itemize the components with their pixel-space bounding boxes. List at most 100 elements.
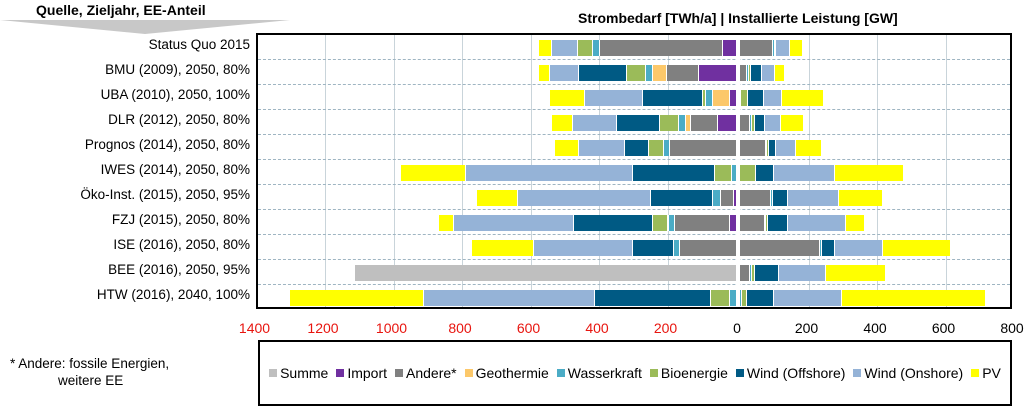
bar-segment-strombedarf-geothermie <box>652 65 666 81</box>
bar-segment-leistung-andere- <box>740 190 771 206</box>
bar-segment-leistung-andere- <box>740 40 774 56</box>
x-tick-left: 200 <box>653 320 678 336</box>
x-tick-left: 1400 <box>238 320 271 336</box>
legend-swatch-icon <box>336 369 345 377</box>
bar-segment-leistung-bioenergie <box>748 65 751 81</box>
bar-segment-strombedarf-andere- <box>719 190 734 206</box>
bar-segment-leistung-wind-offshore- <box>768 215 788 231</box>
bar-segment-leistung-wind-onshore- <box>778 265 826 281</box>
row-separator <box>258 109 1010 110</box>
bar-segment-strombedarf-wasserkraft <box>667 215 675 231</box>
bar-segment-leistung-wasserkraft <box>750 115 752 131</box>
x-tick-right: 800 <box>1000 320 1024 336</box>
legend-item: Summe <box>269 365 328 381</box>
bar-segment-strombedarf-import <box>729 90 736 106</box>
bar-segment-leistung-bioenergie <box>751 115 755 131</box>
bar-segment-strombedarf-import <box>729 215 736 231</box>
legend: Summe Import Andere* Geothermie Wasserkraft B… <box>258 340 1012 406</box>
category-label: Status Quo 2015 <box>148 37 250 52</box>
bar-segment-strombedarf-wasserkraft <box>663 140 670 156</box>
bar-segment-strombedarf-wind-onshore- <box>548 65 578 81</box>
legend-item: Wind (Offshore) <box>735 365 846 381</box>
bar-segment-strombedarf-summe <box>354 265 736 281</box>
bar-segment-leistung-wind-offshore- <box>750 65 763 81</box>
bar-segment-strombedarf-wind-onshore- <box>453 215 574 231</box>
bar-segment-leistung-bioenergie <box>767 140 769 156</box>
bar-segment-strombedarf-wind-onshore- <box>551 40 577 56</box>
row-separator <box>258 134 1010 135</box>
x-tick-left: 1200 <box>307 320 339 336</box>
bar-segment-strombedarf-andere- <box>665 65 699 81</box>
bar-segment-leistung-wasserkraft <box>740 90 742 106</box>
category-label: FZJ (2015), 2050, 80% <box>111 212 250 227</box>
bar-segment-leistung-wind-offshore- <box>821 240 835 256</box>
bar-segment-strombedarf-andere- <box>689 115 718 131</box>
bar-segment-strombedarf-andere- <box>674 215 730 231</box>
bar-segment-strombedarf-bioenergie <box>713 165 731 181</box>
row-separator <box>258 259 1010 260</box>
footnote: * Andere: fossile Energien, weitere EE <box>10 355 169 389</box>
bar-segment-strombedarf-wasserkraft <box>705 90 713 106</box>
bar-segment-strombedarf-wind-offshore- <box>632 240 674 256</box>
bar-segment-strombedarf-wasserkraft <box>673 240 680 256</box>
bar-segment-strombedarf-wind-offshore- <box>577 65 626 81</box>
legend-item: Wasserkraft <box>556 365 642 381</box>
bar-segment-leistung-andere- <box>740 65 747 81</box>
category-label: Öko-Inst. (2015), 2050, 95% <box>80 187 250 202</box>
header-arrow-icon <box>0 20 290 34</box>
bar-segment-strombedarf-wind-onshore- <box>532 240 633 256</box>
bar-segment-strombedarf-pv <box>400 165 466 181</box>
bar-segment-strombedarf-wind-onshore- <box>571 115 617 131</box>
bar-segment-strombedarf-wind-offshore- <box>616 115 659 131</box>
x-tick-left: 0 <box>733 320 741 336</box>
category-label: Prognos (2014), 2050, 80% <box>84 137 250 152</box>
bar-segment-strombedarf-wind-offshore- <box>641 90 702 106</box>
footnote-line-2: weitere EE <box>58 373 124 388</box>
bar-segment-leistung-pv <box>835 165 904 181</box>
bar-segment-leistung-wind-onshore- <box>775 40 790 56</box>
bar-segment-strombedarf-wasserkraft <box>729 290 736 306</box>
category-label: UBA (2010), 2050, 100% <box>100 87 250 102</box>
gridline-left <box>325 35 326 307</box>
legend-swatch-icon <box>971 369 980 377</box>
legend-item: Andere* <box>395 365 457 381</box>
gridline-left <box>393 35 395 307</box>
bar-segment-leistung-pv <box>882 240 952 256</box>
legend-label: Wind (Offshore) <box>746 365 846 381</box>
bar-segment-strombedarf-andere- <box>599 40 723 56</box>
bar-segment-leistung-wind-offshore- <box>772 190 788 206</box>
bar-segment-leistung-wind-onshore- <box>773 290 843 306</box>
bar-segment-leistung-wasserkraft <box>740 290 742 306</box>
category-label: BEE (2016), 2050, 95% <box>108 262 250 277</box>
bar-segment-strombedarf-wind-offshore- <box>573 215 653 231</box>
bar-segment-leistung-bioenergie <box>751 265 755 281</box>
bar-segment-leistung-wind-onshore- <box>787 190 840 206</box>
bar-segment-leistung-wind-offshore- <box>754 265 779 281</box>
bar-segment-strombedarf-import <box>722 40 736 56</box>
bar-segment-strombedarf-pv <box>289 290 423 306</box>
bar-segment-strombedarf-wind-onshore- <box>422 290 594 306</box>
bar-segment-strombedarf-bioenergie <box>652 215 668 231</box>
center-divider <box>736 35 740 307</box>
bar-segment-strombedarf-wind-onshore- <box>465 165 632 181</box>
category-label: DLR (2012), 2050, 80% <box>108 112 250 127</box>
bar-segment-leistung-wind-onshore- <box>773 165 836 181</box>
bar-segment-strombedarf-wind-offshore- <box>650 190 713 206</box>
row-separator <box>258 159 1010 160</box>
row-separator <box>258 59 1010 60</box>
bar-segment-leistung-bioenergie <box>774 40 776 56</box>
bar-segment-leistung-wind-offshore- <box>748 90 764 106</box>
bar-segment-leistung-wasserkraft <box>765 140 768 156</box>
bar-segment-strombedarf-andere- <box>669 140 736 156</box>
legend-label: PV <box>982 365 1001 381</box>
row-separator <box>258 234 1010 235</box>
legend-swatch-icon <box>556 369 565 377</box>
legend-item: Wind (Onshore) <box>853 365 963 381</box>
bar-segment-strombedarf-pv <box>538 65 549 81</box>
bar-segment-leistung-wind-onshore- <box>763 90 783 106</box>
legend-swatch-icon <box>269 369 278 377</box>
bar-segment-strombedarf-wasserkraft <box>730 165 736 181</box>
bar-segment-strombedarf-wasserkraft <box>712 190 720 206</box>
legend-item: Import <box>336 365 387 381</box>
